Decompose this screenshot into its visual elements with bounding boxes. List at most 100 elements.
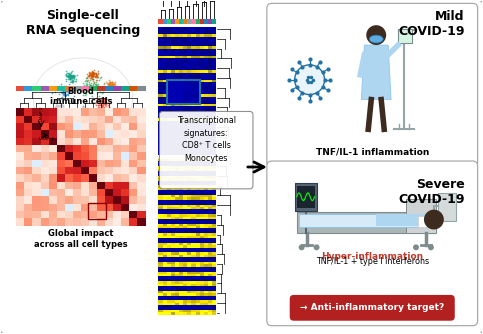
Point [71, 112, 78, 117]
Bar [183, 233, 187, 236]
Bar [105, 218, 113, 225]
Bar [171, 277, 175, 279]
Bar [171, 142, 175, 145]
Bar [196, 145, 199, 147]
Bar [191, 161, 196, 164]
Point [109, 81, 116, 87]
Bar [65, 174, 73, 182]
Bar [187, 154, 191, 157]
Point [88, 72, 96, 77]
Text: Transcriptional
signatures:
CD8⁺ T cells
Monocytes: Transcriptional signatures: CD8⁺ T cells… [177, 117, 236, 163]
Point [101, 101, 109, 107]
Point [96, 101, 103, 106]
Bar [158, 92, 163, 94]
Bar [158, 250, 163, 253]
Bar [196, 118, 199, 121]
Bar [158, 288, 163, 291]
Bar [175, 111, 179, 114]
Point [85, 70, 93, 75]
Bar [179, 226, 183, 228]
Bar [183, 212, 187, 214]
Bar [208, 166, 212, 169]
Point [94, 103, 102, 108]
Point [62, 71, 70, 76]
Bar [167, 53, 171, 56]
Bar [175, 75, 179, 77]
Bar [187, 197, 191, 200]
Bar [138, 86, 145, 91]
Point [95, 93, 103, 99]
Bar [167, 284, 171, 286]
Bar [89, 123, 97, 131]
Bar [57, 218, 65, 225]
Bar [191, 94, 196, 97]
Point [82, 81, 90, 86]
Point [67, 78, 74, 84]
Bar [187, 305, 191, 308]
Point [95, 102, 102, 107]
Bar [113, 203, 121, 211]
Bar [212, 102, 216, 104]
Bar [163, 236, 167, 238]
Bar [81, 196, 89, 203]
Bar [49, 109, 57, 116]
Bar [199, 192, 204, 195]
Bar [163, 253, 167, 255]
Bar [212, 116, 216, 118]
Bar [179, 202, 183, 204]
Bar [191, 80, 196, 82]
Bar [212, 209, 216, 212]
Bar [49, 86, 57, 91]
Bar [57, 182, 65, 189]
Bar [158, 41, 163, 44]
Bar [183, 257, 187, 260]
Bar [208, 305, 212, 308]
Bar [158, 214, 163, 216]
Bar [183, 123, 187, 126]
Bar [208, 92, 212, 94]
Bar [158, 291, 163, 293]
Bar [187, 137, 191, 140]
Bar [171, 44, 175, 46]
Bar [199, 219, 204, 221]
Point [69, 73, 77, 78]
Bar [187, 99, 191, 102]
Point [51, 89, 59, 95]
Text: UMAP_2: UMAP_2 [39, 106, 43, 121]
Bar [113, 123, 121, 131]
Bar [163, 34, 167, 37]
Bar [179, 145, 183, 147]
Bar [183, 82, 187, 85]
Point [111, 80, 118, 85]
Point [89, 73, 97, 78]
Point [98, 98, 105, 103]
Bar [204, 140, 208, 142]
Bar [158, 90, 163, 92]
Bar [171, 173, 175, 176]
Bar [158, 123, 163, 126]
Bar [179, 77, 183, 80]
Bar [158, 126, 163, 128]
Point [75, 113, 83, 118]
Bar [179, 116, 183, 118]
Point [59, 103, 67, 109]
Bar [167, 277, 171, 279]
Bar [167, 169, 171, 171]
Bar [129, 189, 138, 196]
Point [87, 90, 95, 96]
Point [72, 112, 80, 117]
Bar [196, 102, 199, 104]
Bar [204, 195, 208, 197]
Bar [167, 39, 171, 41]
Bar [196, 250, 199, 253]
Point [82, 112, 89, 117]
Bar [187, 247, 191, 250]
Bar [196, 291, 199, 293]
Bar [204, 224, 208, 226]
Point [84, 75, 91, 80]
Bar [163, 260, 167, 262]
Bar [49, 203, 57, 211]
Bar [418, 215, 438, 227]
Point [85, 74, 93, 79]
Bar [89, 131, 97, 138]
